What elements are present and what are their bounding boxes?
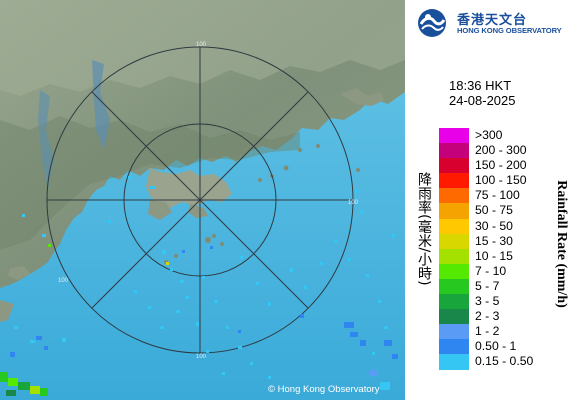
legend-swatch: [439, 203, 469, 219]
legend-swatch: [439, 324, 469, 340]
org-name-zh: 香港天文台: [457, 13, 528, 28]
hko-logo[interactable]: 香港天文台 HONG KONG OBSERVATORY: [413, 6, 573, 40]
legend-label: 150 - 200: [475, 158, 527, 173]
legend-label: 0.15 - 0.50: [475, 354, 534, 369]
legend-label: 15 - 30: [475, 233, 513, 248]
legend-label: 10 - 15: [475, 248, 513, 263]
legend-swatch: [439, 278, 469, 295]
legend-label: 7 - 10: [475, 263, 507, 278]
ring-label-south: 100: [196, 354, 207, 360]
ring-label-north: 100: [196, 42, 207, 48]
legend-label: 1 - 2: [475, 324, 500, 339]
legend-swatch: [439, 354, 469, 370]
legend-swatch: [439, 128, 469, 144]
legend-label: 75 - 100: [475, 188, 520, 203]
copyright-notice: © Hong Kong Observatory: [268, 384, 380, 395]
legend-row: 5 - 7: [439, 278, 575, 295]
radar-time: 18:36 HKT: [449, 78, 512, 93]
legend-label: 0.50 - 1: [475, 339, 517, 354]
legend-row: 3 - 5: [439, 294, 575, 310]
legend-row: 2 - 3: [439, 309, 575, 325]
land-mass: [0, 0, 405, 322]
legend-swatch: [439, 339, 469, 355]
legend-swatch: [439, 248, 469, 264]
legend-swatch: [439, 309, 469, 325]
legend-row: 30 - 50: [439, 218, 575, 234]
legend-swatch: [439, 143, 469, 159]
legend-swatch: [439, 158, 469, 174]
legend-label: 200 - 300: [475, 143, 527, 158]
legend-label: 50 - 75: [475, 203, 513, 218]
ring-label-east: 100: [348, 200, 359, 206]
legend-row: >300: [439, 128, 575, 144]
legend-row: 15 - 30: [439, 233, 575, 249]
legend-label: 30 - 50: [475, 218, 513, 233]
legend-row: 10 - 15: [439, 248, 575, 264]
hko-emblem-icon: [418, 9, 446, 37]
legend-swatch: [439, 188, 469, 204]
legend-title-en: Rainfall Rate (mm/h): [554, 180, 569, 308]
legend-row: 200 - 300: [439, 143, 575, 159]
radar-map[interactable]: 100 100 100 100 © Hong Kong Observatory: [0, 0, 405, 400]
legend-swatch: [439, 263, 469, 279]
legend-label: >300: [475, 128, 503, 142]
rain-echoes-moderate: [10, 246, 398, 359]
org-name-en: HONG KONG OBSERVATORY: [457, 26, 562, 35]
legend-label: 100 - 150: [475, 173, 527, 188]
range-rings: [46, 46, 354, 354]
legend-row: 100 - 150: [439, 173, 575, 189]
ring-labels: 100 100 100 100: [58, 42, 359, 360]
legend-label: 5 - 7: [475, 278, 500, 293]
legend-row: 0.50 - 1: [439, 339, 575, 355]
rainfall-legend: >300 200 - 300 150 - 200 100 - 150 75 - 100 5…: [439, 128, 575, 370]
rain-echoes-light: [14, 176, 395, 379]
rain-echoes-heavy: [0, 244, 390, 396]
info-panel: 香港天文台 HONG KONG OBSERVATORY 18:36 HKT 24…: [405, 0, 577, 400]
ring-label-southwest: 100: [58, 278, 69, 284]
legend-label: 2 - 3: [475, 309, 500, 324]
legend-row: 50 - 75: [439, 203, 575, 219]
legend-swatch: [439, 294, 469, 310]
legend-swatch: [439, 173, 469, 189]
legend-swatch: [439, 233, 469, 249]
legend-title-zh: 降雨率(毫米/小時): [416, 172, 432, 286]
radar-date: 24-08-2025: [449, 93, 516, 108]
legend-row: 0.15 - 0.50: [439, 354, 575, 370]
legend-row: 1 - 2: [439, 324, 575, 340]
legend-label: 3 - 5: [475, 294, 500, 309]
legend-row: 7 - 10: [439, 263, 575, 279]
legend-swatch: [439, 218, 469, 234]
legend-row: 75 - 100: [439, 188, 575, 204]
legend-row: 150 - 200: [439, 158, 575, 174]
